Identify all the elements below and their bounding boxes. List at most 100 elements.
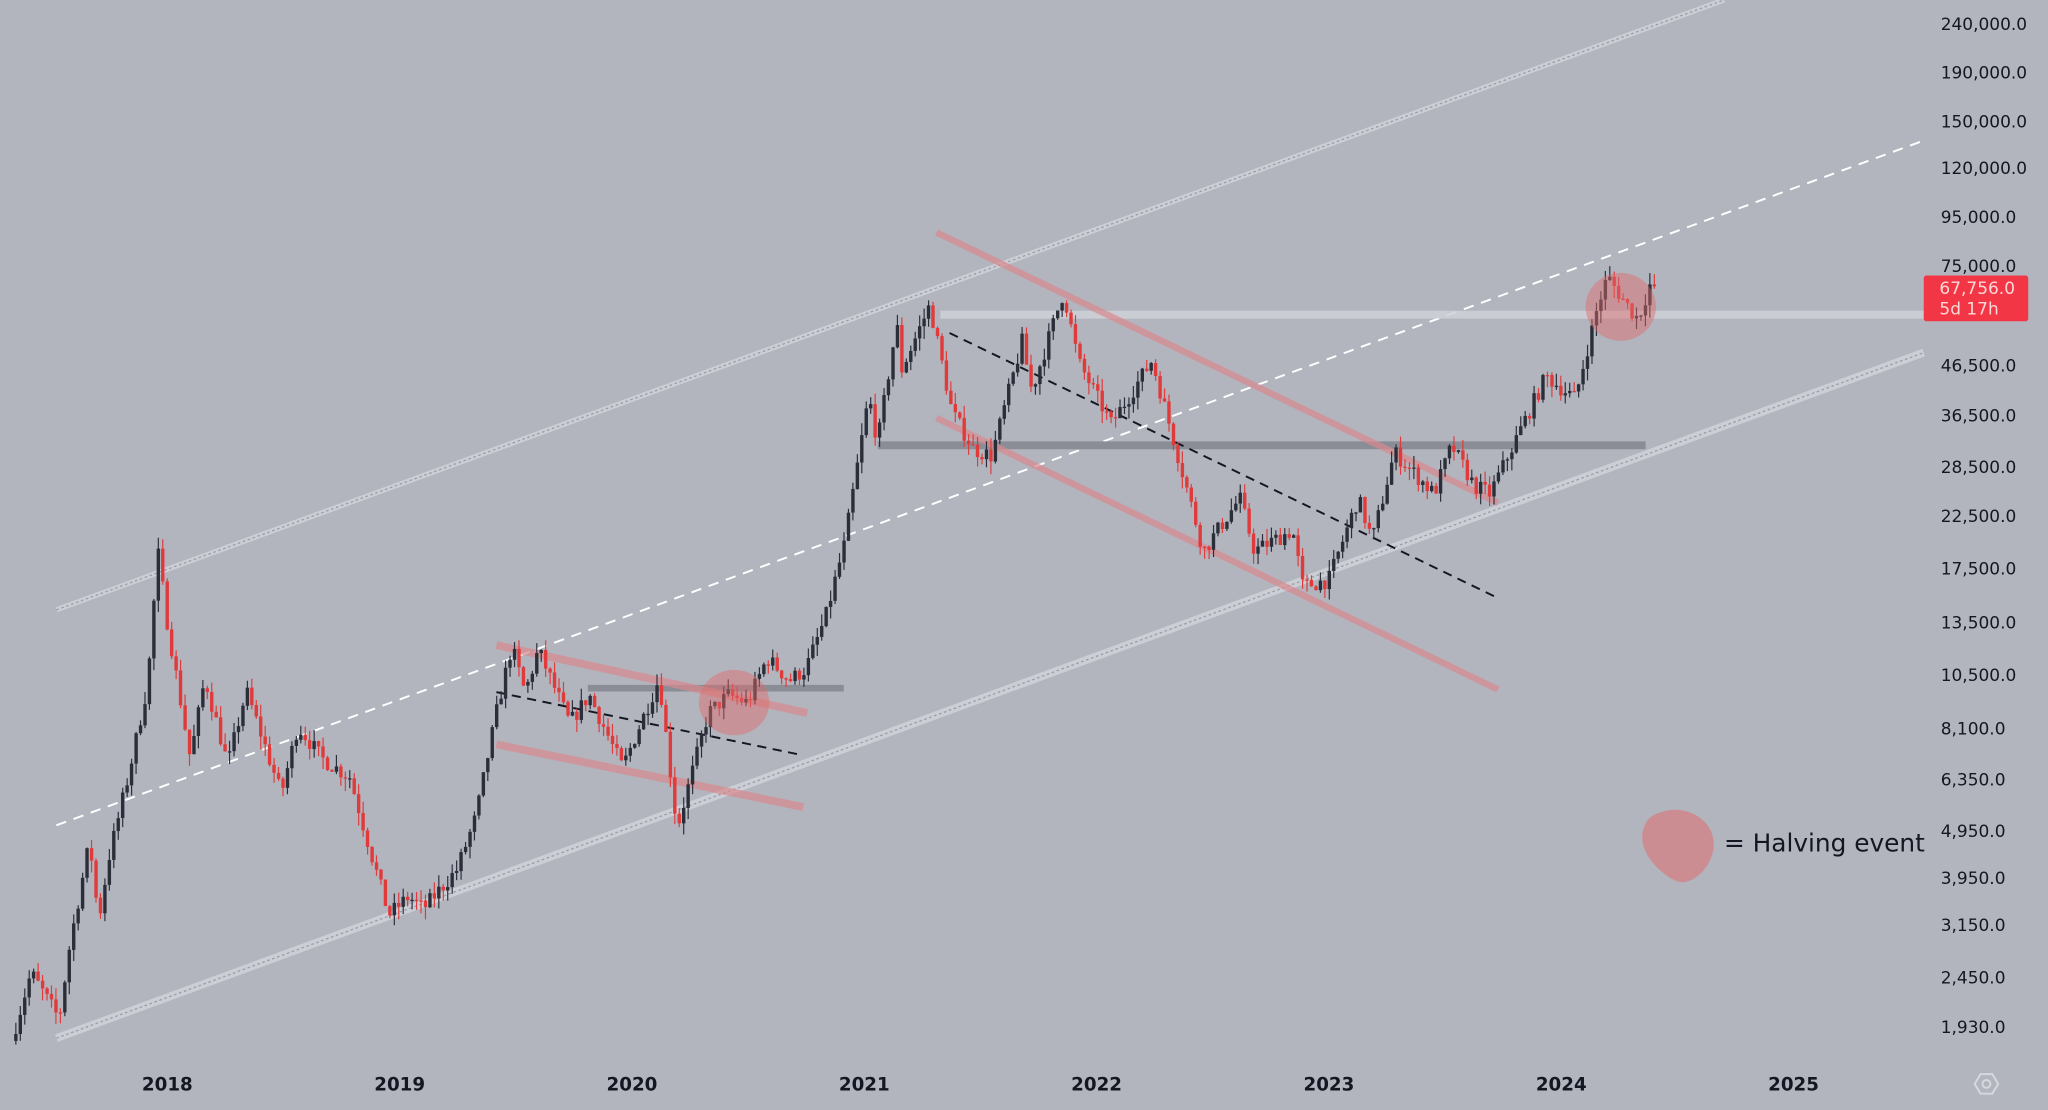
candle	[584, 699, 588, 712]
candle	[1051, 314, 1055, 340]
candle	[1412, 455, 1416, 480]
candle	[1176, 441, 1180, 472]
y-axis[interactable]: 240,000.0 190,000.0 150,000.0 120,000.0 95,0…	[1941, 15, 2027, 1038]
candle-body	[543, 649, 548, 669]
candle	[1189, 483, 1193, 508]
candle	[601, 714, 606, 737]
bear-channel-upper[interactable]	[935, 229, 1500, 506]
candle-body	[49, 993, 54, 1000]
candle-body	[1073, 324, 1078, 344]
candle	[1122, 397, 1127, 415]
candle-body	[1145, 368, 1149, 371]
x-tick-label: 2022	[1071, 1074, 1122, 1095]
candle	[739, 691, 744, 706]
candle-body	[793, 670, 797, 682]
candle	[820, 614, 824, 641]
candle	[1256, 538, 1260, 565]
candle-body	[811, 644, 815, 659]
candle	[757, 667, 762, 687]
candle	[437, 875, 441, 909]
bear-channel-lower[interactable]	[935, 414, 1500, 693]
halving-marker-2020	[698, 669, 770, 736]
candle	[303, 726, 307, 746]
candle-body	[272, 764, 276, 773]
mid-channel-dashed-line[interactable]	[56, 140, 1923, 827]
candle	[1127, 397, 1131, 419]
candle-body	[677, 813, 681, 824]
candle-body	[530, 673, 535, 682]
candle-body	[1541, 375, 1545, 400]
candle-body	[753, 678, 757, 701]
candle	[1421, 479, 1425, 493]
candle-body	[1131, 397, 1136, 405]
candle	[405, 891, 410, 907]
candle-body	[1162, 398, 1167, 402]
candle-body	[214, 711, 218, 718]
candle-body	[650, 702, 655, 714]
candle-body	[1078, 343, 1082, 359]
candle	[1617, 276, 1621, 303]
candle-body	[299, 734, 303, 740]
candle-body	[592, 695, 597, 708]
candle-body	[757, 674, 762, 679]
candle-body	[67, 949, 71, 983]
candle-body	[365, 830, 370, 847]
candle-body	[868, 404, 873, 409]
candle-body	[205, 688, 209, 692]
candle	[1131, 386, 1136, 413]
candle	[1563, 382, 1567, 404]
candle-body	[1029, 364, 1033, 387]
x-tick-label: 2025	[1768, 1074, 1819, 1095]
candle-body	[419, 900, 423, 902]
candle-body	[379, 869, 383, 880]
candle	[1145, 360, 1149, 372]
candle	[1029, 354, 1033, 393]
candle-body	[1033, 384, 1038, 387]
2019-channel-lower[interactable]	[495, 740, 805, 811]
candle	[218, 706, 223, 746]
candle	[36, 963, 40, 982]
candle	[1510, 448, 1514, 471]
candle-body	[1501, 460, 1505, 473]
candle	[1167, 394, 1171, 432]
candle	[1381, 495, 1385, 512]
candle-body	[241, 705, 245, 727]
candle	[917, 315, 922, 351]
candle	[619, 745, 624, 762]
candle	[1487, 476, 1492, 507]
candle-body	[290, 745, 294, 769]
candle	[1162, 388, 1167, 403]
candle	[494, 695, 499, 730]
2019-trend-dashed[interactable]	[496, 691, 801, 756]
candle	[187, 729, 192, 766]
candle-body	[824, 606, 828, 627]
candle	[223, 733, 227, 752]
candle-body	[1100, 390, 1104, 412]
candle	[909, 345, 913, 371]
candle-body	[1568, 390, 1572, 394]
candle	[112, 823, 116, 869]
candle-body	[619, 748, 624, 761]
candle	[214, 705, 218, 718]
candle	[1269, 527, 1274, 552]
candle	[877, 418, 882, 448]
candle-body	[664, 704, 668, 732]
candle-body	[931, 305, 935, 328]
candle	[210, 682, 214, 721]
candle-body	[1559, 385, 1563, 396]
settings-gear-icon[interactable]	[1973, 1073, 2000, 1095]
candle-body	[1536, 393, 1541, 400]
x-axis[interactable]: 2018 2019 2020 2021 2022 2023 2024 2025	[142, 1074, 1819, 1095]
candle-body	[1171, 423, 1176, 446]
candle-body	[833, 576, 837, 601]
candle	[1055, 310, 1060, 320]
candle	[1011, 371, 1015, 387]
candle-body	[1398, 447, 1403, 467]
y-tick-label: 28,500.0	[1941, 458, 2017, 478]
candle	[1180, 451, 1185, 489]
candle-body	[1634, 315, 1639, 319]
candle-body	[1002, 405, 1006, 419]
candle	[85, 847, 89, 883]
candle	[1047, 323, 1051, 369]
